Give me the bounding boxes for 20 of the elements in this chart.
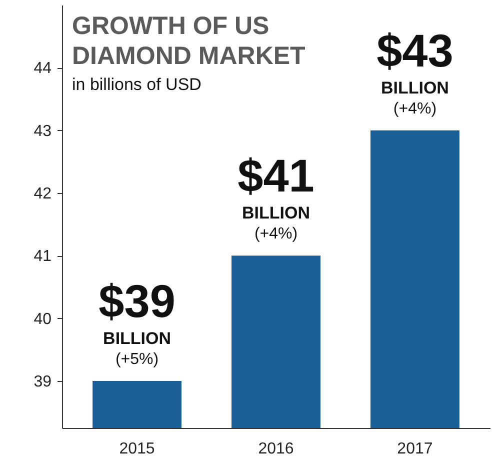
text: GROWTH OF US DIAMOND MARKET [72,12,306,70]
x-tick-label: 2016 [258,440,294,458]
annotation: BILLION [103,329,172,348]
y-tick-label: 40 [34,310,52,328]
y-tick-label: 42 [34,186,52,202]
x-tick-label: 2017 [397,440,433,458]
annotation: BILLION [380,78,449,98]
data-label: $41 [238,150,314,202]
annotation: (+5%) [115,351,159,368]
y-tick-label: 43 [34,122,52,140]
x-tick-label: 2015 [119,440,155,458]
y-tick-label: 44 [34,60,52,78]
text: in billions of USD [72,75,202,94]
annotation: (+4%) [393,100,437,118]
annotation: BILLION [242,204,310,223]
y-tick-label: 39 [34,374,52,390]
y-tick-label: 41 [34,248,52,266]
data-label: $39 [98,275,176,327]
data-label: $43 [376,24,454,76]
annotation: (+4%) [254,226,298,243]
